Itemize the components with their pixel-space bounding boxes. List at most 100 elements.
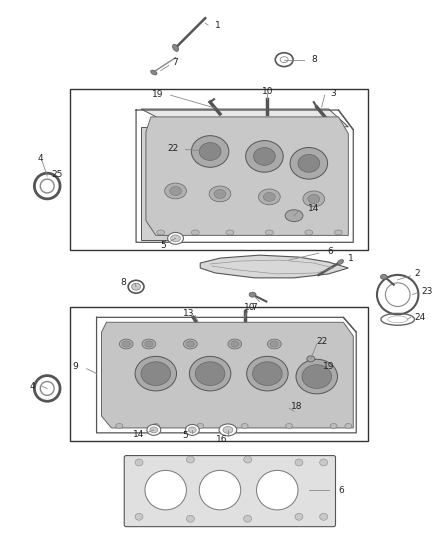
Ellipse shape [150, 427, 158, 433]
Ellipse shape [219, 424, 237, 436]
Ellipse shape [345, 424, 352, 429]
Ellipse shape [191, 230, 199, 235]
Text: 1: 1 [348, 254, 354, 263]
Ellipse shape [132, 283, 141, 290]
Ellipse shape [296, 359, 337, 394]
Ellipse shape [199, 471, 241, 510]
Text: 7: 7 [252, 303, 258, 312]
Ellipse shape [135, 459, 143, 466]
Ellipse shape [142, 339, 156, 349]
Ellipse shape [244, 456, 251, 463]
Ellipse shape [305, 230, 313, 235]
Ellipse shape [122, 341, 130, 347]
Text: 19: 19 [323, 362, 334, 371]
Text: 5: 5 [183, 431, 188, 440]
Ellipse shape [152, 424, 159, 429]
Text: 23: 23 [422, 287, 433, 296]
Ellipse shape [290, 148, 328, 179]
Text: 16: 16 [216, 435, 228, 445]
Ellipse shape [247, 357, 288, 391]
Ellipse shape [295, 459, 303, 466]
Text: 14: 14 [133, 430, 145, 439]
Text: 6: 6 [339, 486, 344, 495]
Ellipse shape [165, 183, 187, 199]
Text: 22: 22 [167, 144, 178, 153]
Ellipse shape [285, 209, 303, 222]
Ellipse shape [253, 362, 282, 385]
Ellipse shape [381, 274, 387, 279]
Ellipse shape [151, 70, 157, 75]
Ellipse shape [145, 471, 187, 510]
Ellipse shape [188, 427, 196, 433]
Ellipse shape [265, 230, 273, 235]
Ellipse shape [330, 424, 337, 429]
FancyBboxPatch shape [124, 456, 336, 527]
Ellipse shape [270, 341, 278, 347]
Ellipse shape [173, 44, 179, 51]
Ellipse shape [303, 191, 325, 207]
Ellipse shape [171, 235, 180, 242]
Ellipse shape [308, 195, 320, 203]
Text: 4: 4 [30, 382, 35, 391]
Ellipse shape [244, 515, 251, 522]
Ellipse shape [157, 230, 165, 235]
Text: 1: 1 [215, 21, 221, 30]
Ellipse shape [263, 192, 275, 201]
Text: 3: 3 [331, 88, 336, 98]
Ellipse shape [257, 471, 298, 510]
Ellipse shape [197, 424, 204, 429]
Text: 14: 14 [308, 204, 319, 213]
Ellipse shape [187, 341, 194, 347]
Ellipse shape [147, 424, 161, 435]
Text: 5: 5 [160, 241, 166, 250]
Text: 19: 19 [152, 90, 163, 99]
Ellipse shape [335, 230, 343, 235]
Text: 9: 9 [72, 362, 78, 371]
Ellipse shape [320, 459, 328, 466]
Ellipse shape [145, 341, 153, 347]
Ellipse shape [119, 339, 133, 349]
Text: 7: 7 [173, 58, 178, 67]
Text: 18: 18 [291, 402, 303, 411]
Text: 4: 4 [38, 154, 43, 163]
Ellipse shape [185, 424, 199, 435]
Ellipse shape [226, 230, 234, 235]
Polygon shape [146, 117, 348, 236]
Ellipse shape [320, 513, 328, 520]
Ellipse shape [184, 339, 197, 349]
Ellipse shape [187, 515, 194, 522]
Polygon shape [200, 255, 348, 278]
Ellipse shape [302, 365, 332, 389]
Polygon shape [141, 109, 348, 127]
Bar [70, 89, 368, 250]
Text: 6: 6 [328, 247, 333, 256]
Polygon shape [141, 127, 176, 240]
Text: 8: 8 [311, 55, 317, 64]
Ellipse shape [199, 143, 221, 160]
Ellipse shape [135, 357, 177, 391]
Ellipse shape [258, 189, 280, 205]
Ellipse shape [254, 148, 275, 165]
Ellipse shape [286, 424, 293, 429]
Polygon shape [102, 322, 353, 428]
Ellipse shape [209, 186, 231, 202]
Ellipse shape [249, 292, 256, 297]
Ellipse shape [187, 456, 194, 463]
Ellipse shape [241, 424, 248, 429]
Ellipse shape [298, 155, 320, 172]
Text: 24: 24 [415, 313, 426, 322]
Ellipse shape [141, 362, 171, 385]
Ellipse shape [116, 424, 123, 429]
Ellipse shape [135, 513, 143, 520]
Ellipse shape [295, 513, 303, 520]
Text: 10: 10 [244, 303, 255, 312]
Text: 22: 22 [316, 336, 327, 345]
Ellipse shape [231, 341, 239, 347]
Text: 10: 10 [261, 87, 273, 96]
Ellipse shape [307, 356, 315, 362]
Ellipse shape [191, 136, 229, 167]
Ellipse shape [128, 280, 144, 293]
Bar [70, 308, 368, 441]
Ellipse shape [168, 232, 184, 244]
Text: 2: 2 [415, 269, 420, 278]
